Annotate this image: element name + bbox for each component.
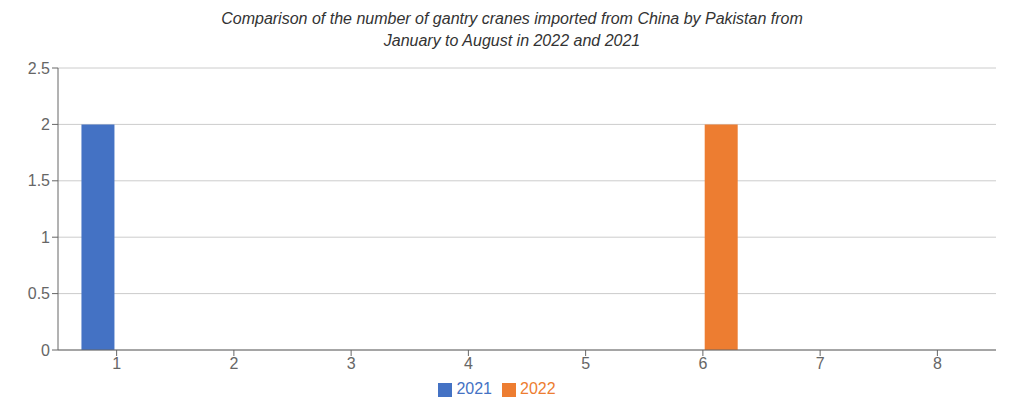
svg-text:7: 7 xyxy=(816,355,825,372)
svg-text:6: 6 xyxy=(698,355,707,372)
svg-text:2: 2 xyxy=(229,355,238,372)
svg-text:0: 0 xyxy=(41,342,50,359)
svg-text:0.5: 0.5 xyxy=(28,285,50,302)
html-text:Comparison of the number of ga: Comparison of the number of gantry crane… xyxy=(221,10,803,27)
html-text:2021: 2021 xyxy=(456,380,492,397)
svg-text:1: 1 xyxy=(41,229,50,246)
svg-text:5: 5 xyxy=(581,355,590,372)
html-text:January to August in 2022 and: January to August in 2022 and 2021 xyxy=(383,32,641,49)
svg-text:1.5: 1.5 xyxy=(28,172,50,189)
html-text:2022: 2022 xyxy=(520,380,556,397)
svg-text:8: 8 xyxy=(933,355,942,372)
svg-text:1: 1 xyxy=(112,355,121,372)
svg-text:2.5: 2.5 xyxy=(28,60,50,77)
svg-text:4: 4 xyxy=(464,355,473,372)
svg-text:2: 2 xyxy=(41,116,50,133)
svg-text:3: 3 xyxy=(347,355,356,372)
